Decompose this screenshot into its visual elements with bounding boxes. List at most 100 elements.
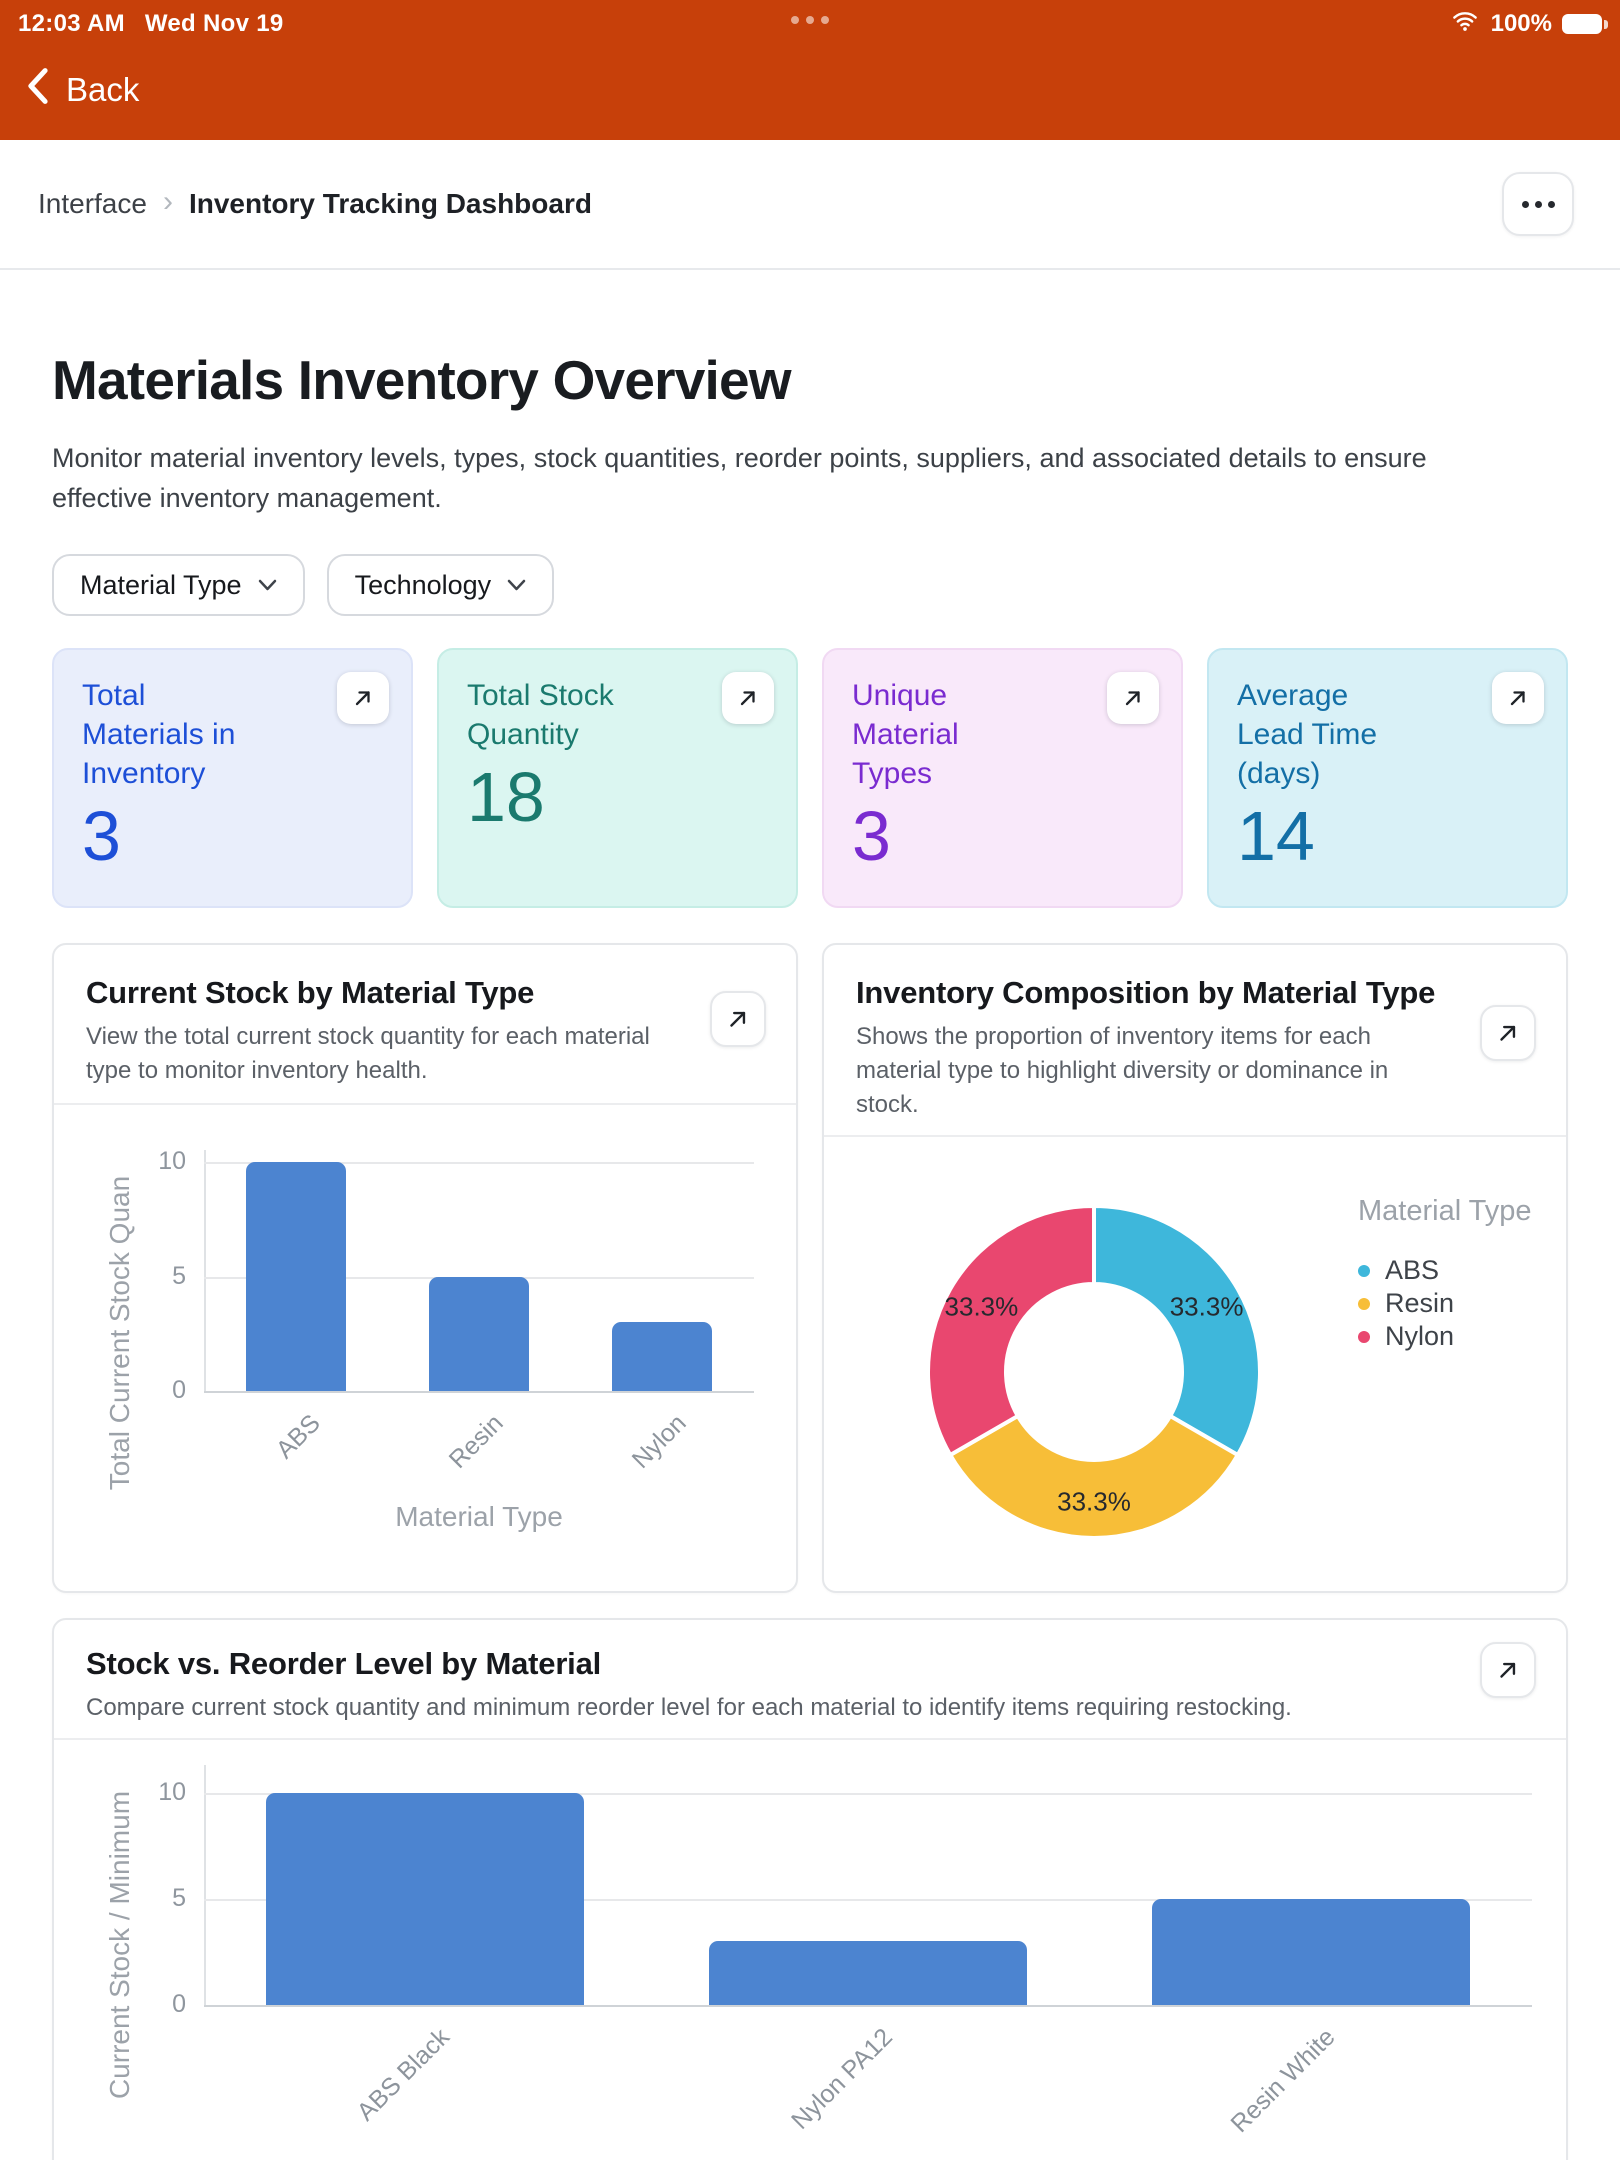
- expand-button[interactable]: [337, 672, 389, 724]
- slice-label-ABS: 33.3%: [1169, 1291, 1244, 1322]
- bar-ABS Black[interactable]: [266, 1793, 585, 2005]
- chevron-down-icon: [507, 579, 526, 591]
- donut-svg: [926, 1204, 1262, 1540]
- legend-dot-icon: [1358, 1297, 1370, 1310]
- filter-technology[interactable]: Technology: [326, 554, 555, 616]
- legend-dot-icon: [1358, 1330, 1370, 1343]
- bar-chart-stock-vs-reorder: 0 5 10 ABS Black Nylon PA12 Resin White Curren…: [54, 1740, 1566, 2160]
- breadcrumb-bar: Interface › Inventory Tracking Dashboard: [0, 140, 1620, 270]
- chevron-right-icon: ›: [162, 185, 173, 218]
- y-axis-title: Total Current Stock Quan: [104, 1175, 135, 1491]
- y-tick-label: 5: [172, 1884, 186, 1912]
- chart-description: View the total current stock quantity fo…: [86, 1023, 650, 1084]
- breadcrumb: Interface › Inventory Tracking Dashboard: [38, 185, 592, 221]
- legend-label: Nylon: [1385, 1321, 1455, 1351]
- expand-button[interactable]: [1107, 672, 1159, 724]
- y-tick-label: 10: [158, 1147, 186, 1175]
- x-axis-line: [204, 1391, 754, 1393]
- legend: ABS Resin Nylon: [1358, 1254, 1454, 1353]
- chevron-down-icon: [258, 579, 276, 591]
- expand-button[interactable]: [1492, 672, 1544, 724]
- chart-card-stock-vs-reorder: Stock vs. Reorder Level by Material Comp…: [52, 1618, 1568, 2160]
- page-description: Monitor material inventory levels, types…: [52, 443, 1427, 513]
- battery-percent: 100%: [1490, 10, 1552, 37]
- bar-Nylon PA12[interactable]: [709, 1941, 1027, 2005]
- legend-dot-icon: [1358, 1264, 1370, 1277]
- breadcrumb-section[interactable]: Interface: [38, 188, 147, 219]
- arrow-up-right-icon: [355, 691, 370, 706]
- kpi-value: 14: [1237, 797, 1315, 875]
- y-tick-label: 0: [172, 1990, 186, 2018]
- expand-button[interactable]: [722, 672, 774, 724]
- chart-description: Compare current stock quantity and minim…: [86, 1694, 1292, 1721]
- kpi-value: 18: [467, 758, 545, 836]
- chart-header: Inventory Composition by Material Type S…: [824, 945, 1566, 1137]
- donut-slice-Nylon[interactable]: [926, 1204, 1096, 1457]
- donut-slice-ABS[interactable]: [1092, 1204, 1262, 1457]
- legend-item-ABS[interactable]: ABS: [1358, 1254, 1454, 1287]
- status-right: 100%: [1449, 8, 1608, 41]
- chevron-left-icon: [26, 67, 50, 113]
- arrow-up-right-icon: [1500, 1662, 1516, 1678]
- y-tick-label: 10: [158, 1778, 186, 1806]
- chart-header: Stock vs. Reorder Level by Material Comp…: [54, 1620, 1566, 1740]
- chart-title: Current Stock by Material Type: [86, 975, 535, 1010]
- wifi-icon: [1449, 8, 1481, 41]
- status-time-date: 12:03 AM Wed Nov 19: [18, 10, 284, 38]
- arrow-up-right-icon: [1125, 691, 1140, 706]
- bar-Resin[interactable]: [429, 1276, 529, 1391]
- kpi-avg-lead-time: Average Lead Time (days) 14: [1207, 648, 1568, 908]
- ellipsis-icon: [1521, 200, 1529, 208]
- bar-Resin White[interactable]: [1151, 1899, 1470, 2005]
- x-axis-line: [204, 2005, 1532, 2007]
- legend-item-Resin[interactable]: Resin: [1358, 1287, 1454, 1320]
- status-date: Wed Nov 19: [144, 10, 284, 37]
- filter-label: Material Type: [80, 569, 242, 600]
- kpi-row: Total Materials in Inventory 3 Total Sto…: [52, 648, 1568, 908]
- arrow-up-right-icon: [1510, 691, 1525, 706]
- y-axis-line: [204, 1765, 206, 2005]
- y-tick-label: 0: [172, 1376, 186, 1404]
- expand-button[interactable]: [710, 991, 766, 1047]
- bar-chart-current-stock: 0 5 10 ABS Resin Nylon Total Current Stock Qua…: [54, 1105, 796, 1591]
- legend-item-Nylon[interactable]: Nylon: [1358, 1320, 1454, 1353]
- bar-ABS[interactable]: [245, 1162, 346, 1391]
- chart-title: Stock vs. Reorder Level by Material: [86, 1646, 602, 1681]
- donut-slice-Resin[interactable]: [948, 1414, 1240, 1540]
- back-button[interactable]: Back: [26, 67, 139, 113]
- back-label: Back: [66, 71, 140, 108]
- kpi-label: Unique Material Types: [852, 679, 959, 790]
- bar-Nylon[interactable]: [612, 1322, 713, 1391]
- expand-button[interactable]: [1480, 1005, 1536, 1061]
- legend-label: ABS: [1385, 1255, 1440, 1285]
- status-activity-dots-icon: [791, 16, 829, 24]
- chart-card-composition: Inventory Composition by Material Type S…: [822, 943, 1568, 1593]
- battery-icon: [1562, 14, 1608, 34]
- filter-material-type[interactable]: Material Type: [52, 554, 305, 616]
- filter-row: Material Type Technology: [52, 554, 1568, 616]
- status-time: 12:03 AM: [18, 10, 125, 37]
- breadcrumb-current: Inventory Tracking Dashboard: [188, 188, 592, 219]
- kpi-unique-types: Unique Material Types 3: [822, 648, 1183, 908]
- legend-label: Resin: [1385, 1288, 1455, 1318]
- chart-description: Shows the proportion of inventory items …: [856, 1023, 1389, 1118]
- kpi-label: Total Stock Quantity: [467, 679, 614, 751]
- arrow-up-right-icon: [1500, 1025, 1516, 1041]
- page-title: Materials Inventory Overview: [52, 349, 792, 411]
- kpi-label: Average Lead Time (days): [1237, 679, 1378, 790]
- gridline: [204, 1899, 1532, 1901]
- y-tick-label: 5: [172, 1261, 186, 1290]
- gridline: [204, 1162, 754, 1164]
- more-options-button[interactable]: [1502, 172, 1574, 236]
- charts-row: Current Stock by Material Type View the …: [52, 943, 1568, 1593]
- status-bar: 12:03 AM Wed Nov 19 100%: [0, 0, 1620, 42]
- x-axis-title: Material Type: [395, 1501, 563, 1532]
- expand-button[interactable]: [1480, 1642, 1536, 1698]
- legend-title: Material Type: [1358, 1195, 1532, 1227]
- kpi-total-stock: Total Stock Quantity 18: [437, 648, 798, 908]
- kpi-label: Total Materials in Inventory: [82, 679, 236, 790]
- kpi-value: 3: [852, 797, 891, 875]
- gridline: [204, 1793, 1532, 1795]
- y-axis-line: [204, 1150, 206, 1391]
